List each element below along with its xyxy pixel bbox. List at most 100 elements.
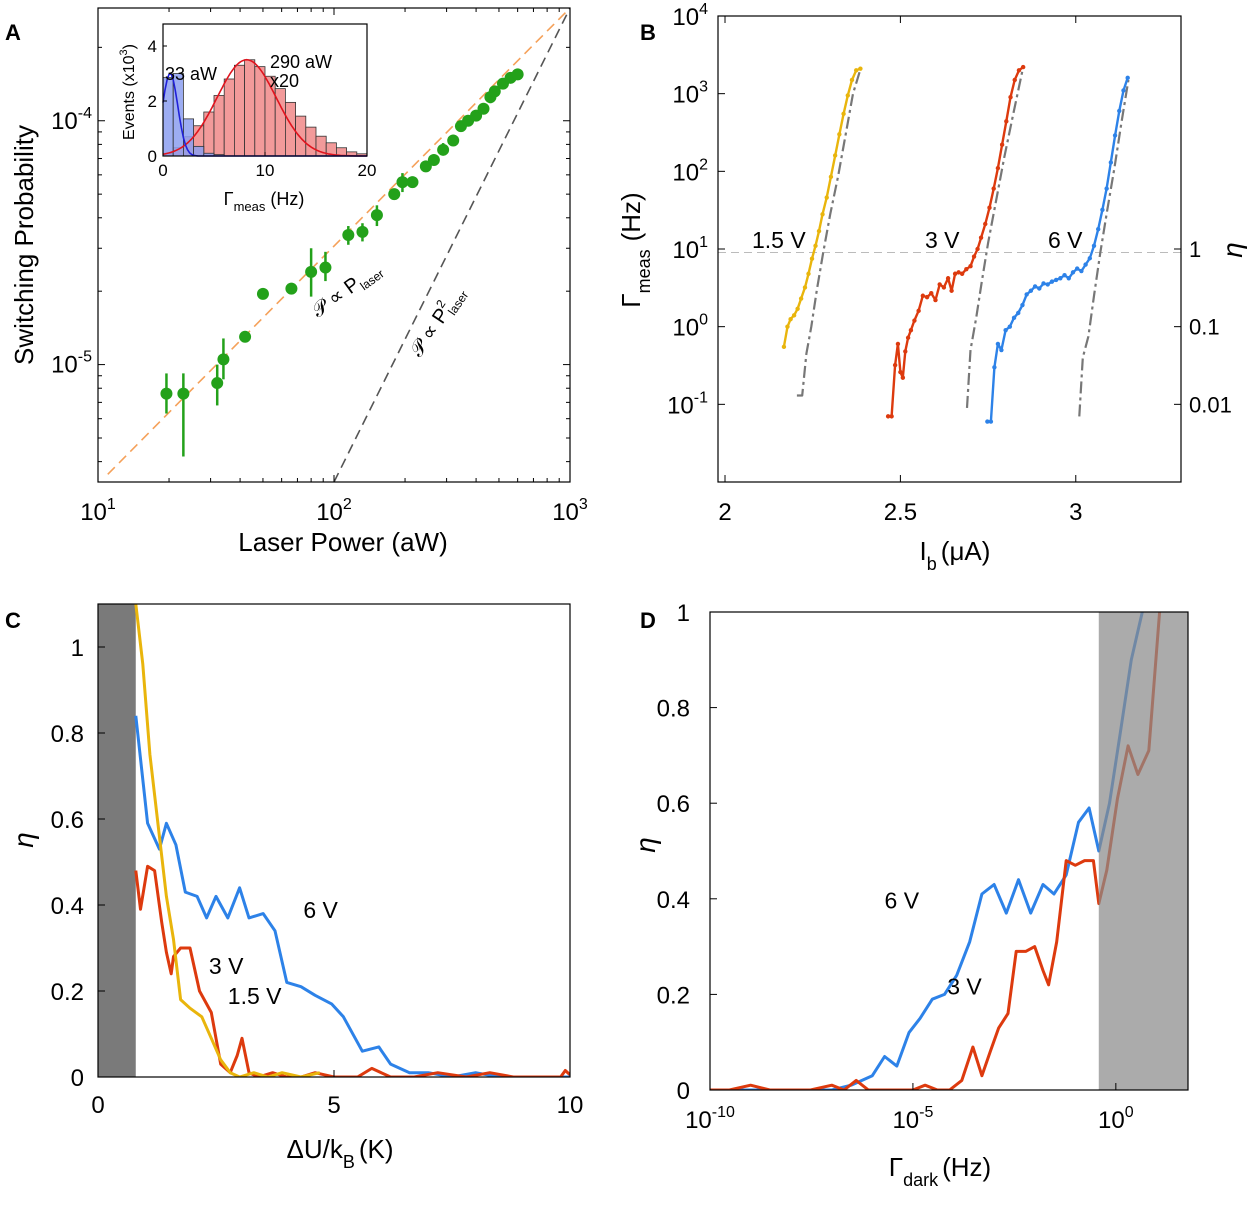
panel-c-x-ticks: 0 5 10	[91, 1070, 583, 1119]
hist-bar-red	[295, 115, 307, 157]
x-tick-label: 10-10	[685, 1104, 735, 1134]
series-point	[1049, 279, 1055, 284]
series-point	[995, 341, 1001, 347]
inset-ticks: 0 10 20 0 2 4	[148, 37, 377, 180]
series-point	[1016, 68, 1022, 73]
panel-b-y-ticks: 10-1 100 101 102 103 104	[667, 1, 725, 419]
data-point	[177, 387, 190, 400]
hist-fit-red	[162, 58, 367, 157]
series-point	[1037, 286, 1042, 291]
panel-label-a: A	[5, 20, 21, 45]
series-point	[1079, 268, 1084, 274]
hist-bar-red	[244, 59, 256, 157]
series-point	[959, 271, 965, 276]
data-point	[239, 330, 252, 343]
series-point	[1070, 270, 1076, 275]
panel-d-clipped-group	[710, 612, 1188, 1090]
series-point	[991, 186, 996, 191]
panel-d-plot-area: 6 V 3 V	[710, 612, 1188, 1090]
series-point	[956, 270, 961, 275]
x-tick-label: 2	[718, 499, 731, 526]
series-point	[845, 93, 850, 98]
series-point	[1100, 207, 1105, 212]
right-tick-label: 0.01	[1189, 392, 1232, 417]
inset-y-tick-label: 4	[148, 37, 157, 56]
x-tick-label: 10-5	[892, 1104, 933, 1134]
series-point	[968, 264, 973, 269]
series-point	[900, 375, 906, 380]
hist-bar-red	[213, 95, 225, 157]
right-tick-label: 1	[1189, 237, 1201, 262]
series-point	[1004, 119, 1009, 124]
series-point	[1058, 276, 1063, 281]
series-point	[978, 235, 984, 240]
series-point	[813, 243, 818, 248]
y-tick-label: 1	[71, 635, 84, 662]
series-point	[952, 271, 958, 276]
panel-c-plot-area: 6 V 3 V 1.5 V	[98, 604, 570, 1077]
data-point	[406, 176, 419, 189]
panel-c-y-ticks: 0 0.2 0.4 0.6 0.8 1	[51, 635, 105, 1092]
series-point	[1083, 262, 1088, 267]
panel-a-y-axis-label: Switching Probability	[9, 125, 39, 365]
data-point	[217, 353, 230, 366]
data-point	[511, 68, 524, 81]
series-label: 6 V	[885, 887, 920, 913]
series-point	[806, 271, 811, 276]
series-point	[920, 293, 926, 298]
series-point	[1012, 77, 1017, 83]
inset-y-axis-label: Events (x103)	[118, 44, 138, 140]
y-tick-label: 100	[672, 312, 708, 342]
panel-c-x-axis-label: ΔU/kB (K)	[286, 1134, 393, 1172]
series-point	[1062, 272, 1067, 278]
data-point	[488, 85, 501, 98]
series-point	[1007, 324, 1013, 329]
panel-b-plot-area	[718, 64, 1181, 424]
panel-d-y-ticks: 0 0.2 0.4 0.6 0.8 1	[657, 600, 717, 1105]
data-point	[370, 209, 383, 222]
series-point	[1096, 226, 1101, 232]
series-point	[824, 195, 829, 200]
panel-label-d: D	[640, 608, 656, 633]
series-point	[1011, 315, 1017, 321]
series-point	[1074, 266, 1080, 271]
inset-red-label: 290 aW	[270, 52, 332, 72]
series-point	[837, 132, 842, 137]
panel-a-clipped-group	[107, 8, 570, 482]
series-point	[949, 288, 954, 293]
series-point	[999, 142, 1005, 147]
panel-c-clipped-group	[98, 604, 570, 1077]
series-line-3V	[134, 864, 570, 1077]
panel-b-right-ticks: 0.01 0.1 1	[1174, 237, 1232, 417]
series-point	[1016, 310, 1021, 316]
series-point	[975, 246, 980, 252]
series-point	[858, 66, 863, 71]
series-point	[1087, 256, 1093, 261]
x-tick-label: 101	[80, 496, 116, 526]
inset-blue-label: 33 aW	[165, 64, 217, 84]
series-point	[985, 419, 990, 424]
inset-x-tick-label: 0	[158, 161, 167, 180]
series-point	[1020, 302, 1025, 308]
inset-y-tick-label: 0	[148, 147, 157, 166]
series-point	[1053, 277, 1059, 283]
series-point	[885, 414, 891, 419]
series-label: 3 V	[947, 973, 982, 999]
data-point	[388, 188, 401, 201]
series-point	[791, 313, 797, 318]
series-point	[995, 165, 1001, 171]
series-point	[820, 212, 825, 217]
series-point	[1045, 282, 1050, 287]
series-point	[1066, 276, 1071, 281]
series-point	[905, 335, 911, 340]
panel-d: D 6 V 3 V 10-10 10-5 100 0 0.2 0.4 0.6 0.8 1 Γda…	[630, 600, 1189, 1190]
series-point	[941, 285, 947, 290]
inset-x-tick-label: 10	[256, 161, 275, 180]
y-tick-label: 0.6	[51, 807, 84, 834]
series-point	[1112, 133, 1118, 138]
series-point	[795, 306, 800, 311]
series-point	[895, 341, 901, 347]
series-point	[889, 414, 894, 419]
series-point	[1020, 64, 1026, 70]
panel-label-b: B	[640, 20, 656, 45]
